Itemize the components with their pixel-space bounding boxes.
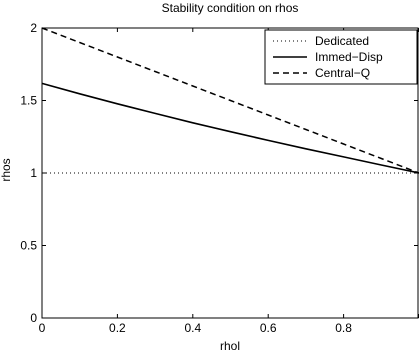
plot-area: 0 0.2 0.4 0.6 0.8 0 0.5 1 1.5 2 Dedicated Immed−Dis… [20,21,419,335]
y-axis-label: rhos [0,158,13,181]
legend-label: Immed−Disp [315,50,383,64]
x-tick-label: 0.2 [109,321,126,335]
chart-title: Stability condition on rhos [162,1,299,15]
series-line-immed-disp [41,82,419,174]
legend-label: Dedicated [315,34,369,48]
x-tick-label: 0.8 [335,321,352,335]
series-line-central-q [41,27,419,174]
x-tick-label: 0 [39,321,46,335]
x-tick-label: 0.6 [260,321,277,335]
legend-label: Central−Q [315,66,370,80]
y-tick-label: 1.5 [20,94,37,108]
x-axis-label: rhol [220,339,240,353]
legend: Dedicated Immed−Disp Central−Q [264,29,418,85]
y-tick-label: 2 [30,21,37,35]
y-tick-label: 0.5 [20,239,37,253]
x-tick-label: 0.4 [184,321,201,335]
y-tick-label: 1 [30,166,37,180]
y-tick-label: 0 [30,311,37,325]
